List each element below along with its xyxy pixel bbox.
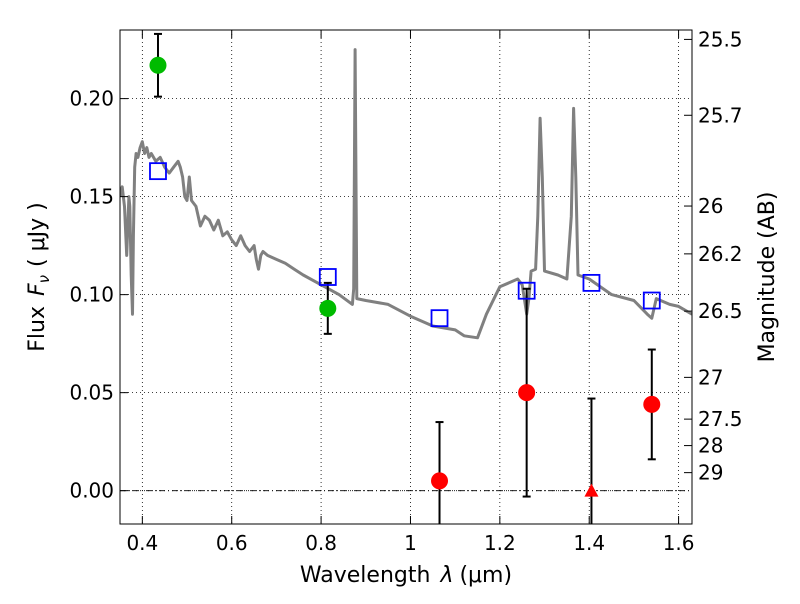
y-tick-label: 0.20 [69,87,114,111]
y2-tick-label: 26.2 [698,242,743,266]
y-tick-label: 0.10 [69,283,114,307]
x-tick-label: 1.4 [573,531,605,555]
plot-frame [119,29,693,525]
model-flux-square [149,162,167,181]
y2-axis: 25.5 25.7 26 26.2 26.5 27 27.5 28 29 [684,27,743,485]
x-axis: 0.4 0.6 0.8 1 1.2 1.4 1.6 [126,30,695,555]
non-detection-triangle [584,483,599,497]
upper-limit-point [643,395,661,413]
x-tick-label: 1.6 [663,531,695,555]
y2-axis-label: Magnitude (AB) [755,192,780,363]
x-tick-label: 0.4 [126,531,158,555]
detection-point [319,299,337,317]
model-flux-square [318,268,337,286]
y2-tick-label: 25.7 [698,103,743,127]
x-tick-label: 0.6 [216,531,248,555]
x-tick-label: 0.8 [305,531,337,555]
y2-tick-label: 28 [698,434,723,458]
plot-area [120,32,692,524]
grid-lines [120,30,692,524]
model-flux-square [430,309,449,328]
y2-tick-label: 26.5 [698,299,743,323]
data-markers [149,56,661,497]
sed-model-line [120,48,692,340]
y-tick-label: 0.15 [69,185,114,209]
model-flux-square [642,291,661,310]
plot-background [120,30,692,524]
y-axis-label: FluxFν( μJy ) [25,202,53,351]
x-tick-label: 1 [404,531,417,555]
x-axis-label: Wavelength λ (μm) [300,563,512,588]
upper-limit-point [518,384,536,402]
y2-tick-label: 29 [698,461,723,485]
model-flux-square [517,281,536,300]
upper-limit-point [431,472,449,490]
y2-tick-label: 26 [698,194,723,218]
y2-tick-label: 27 [698,365,723,389]
x-tick-label: 1.2 [484,531,516,555]
y-tick-label: 0.00 [69,479,114,503]
y2-tick-label: 25.5 [698,27,743,51]
y-axis: 0.00 0.05 0.10 0.15 0.20 [69,87,128,503]
y2-tick-label: 27.5 [698,407,743,431]
y-tick-label: 0.05 [69,381,114,405]
detection-point [149,56,167,74]
model-flux-square [582,273,601,292]
